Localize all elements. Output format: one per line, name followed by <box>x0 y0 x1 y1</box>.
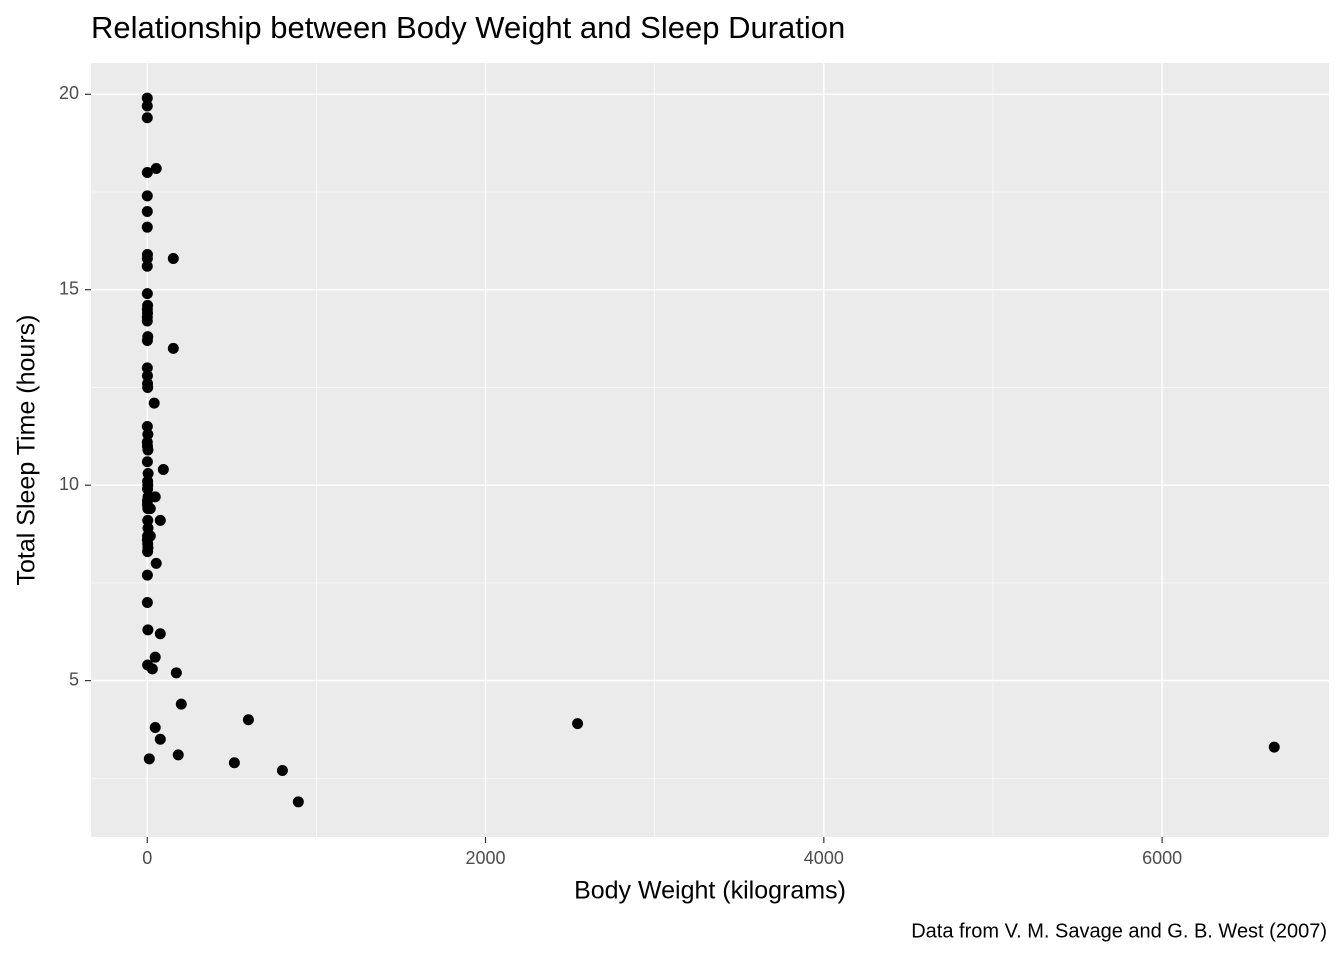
point <box>170 667 182 679</box>
point <box>141 335 153 347</box>
point <box>167 342 179 354</box>
y-axis-title: Total Sleep Time (hours) <box>13 315 41 586</box>
point <box>141 252 153 264</box>
point <box>141 370 153 382</box>
point <box>143 753 155 765</box>
point <box>142 483 154 495</box>
y-tick-label: 15 <box>59 278 79 298</box>
point <box>157 464 169 476</box>
point <box>276 765 288 777</box>
point <box>141 221 153 233</box>
point <box>149 491 161 503</box>
plot-panel <box>91 63 1329 837</box>
point <box>141 166 153 178</box>
point <box>148 397 160 409</box>
y-tick-label: 5 <box>69 669 79 689</box>
x-tick-label: 6000 <box>1142 848 1182 868</box>
point <box>141 190 153 202</box>
point <box>142 546 154 558</box>
x-tick-label: 2000 <box>466 848 506 868</box>
y-tick-label: 10 <box>59 474 79 494</box>
point <box>142 428 154 440</box>
point <box>141 112 153 124</box>
point <box>149 651 161 663</box>
x-axis-title: Body Weight (kilograms) <box>574 877 846 905</box>
point <box>141 206 153 218</box>
point <box>242 714 254 726</box>
point <box>1268 741 1280 753</box>
point <box>142 624 154 636</box>
point <box>150 163 162 175</box>
point <box>292 796 304 808</box>
point <box>141 100 153 112</box>
point <box>141 421 153 433</box>
point <box>167 252 179 264</box>
y-tick-label: 20 <box>59 83 79 103</box>
point <box>141 362 153 374</box>
point <box>172 749 184 761</box>
point <box>572 718 584 730</box>
x-tick-label: 4000 <box>804 848 844 868</box>
point <box>141 596 153 608</box>
point <box>142 467 154 479</box>
caption: Data from V. M. Savage and G. B. West (2… <box>911 920 1327 942</box>
point <box>141 315 153 327</box>
point <box>141 92 153 104</box>
point <box>141 456 153 468</box>
point <box>142 444 154 456</box>
point <box>141 569 153 581</box>
point <box>141 288 153 300</box>
point <box>150 557 162 569</box>
point <box>142 381 154 393</box>
point <box>141 260 153 272</box>
chart-title: Relationship between Body Weight and Sle… <box>91 10 845 45</box>
point <box>142 514 154 526</box>
point <box>228 757 240 769</box>
x-tick-label: 0 <box>142 848 152 868</box>
point <box>154 733 166 745</box>
point <box>146 663 158 675</box>
point <box>144 530 156 542</box>
point <box>175 698 187 710</box>
point <box>154 628 166 640</box>
point <box>144 503 156 515</box>
point <box>149 722 161 734</box>
point <box>154 514 166 526</box>
